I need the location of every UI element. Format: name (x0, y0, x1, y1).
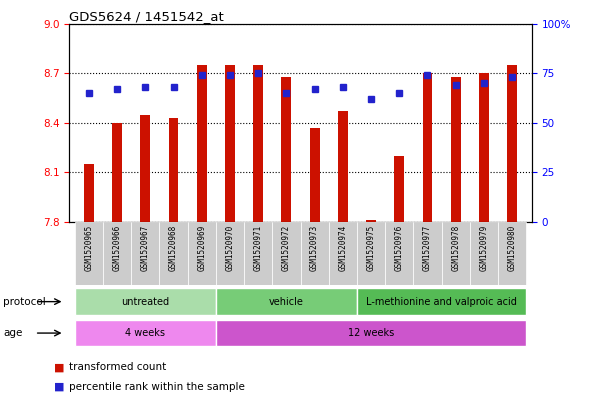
Bar (357, 222, 385, 285)
Bar (131, 222, 159, 285)
Bar (75, 222, 103, 285)
Text: GSM1520980: GSM1520980 (508, 225, 517, 272)
Bar (329, 222, 357, 285)
Bar (75, 320, 216, 346)
Bar (470, 222, 498, 285)
Bar (244, 222, 272, 285)
Text: GSM1520970: GSM1520970 (225, 225, 234, 272)
Text: GSM1520974: GSM1520974 (338, 225, 347, 272)
Bar (507, 65, 517, 222)
Text: GSM1520967: GSM1520967 (141, 225, 150, 272)
Text: GSM1520975: GSM1520975 (367, 225, 376, 272)
Bar (84, 164, 94, 222)
Bar (310, 128, 320, 222)
Text: GSM1520976: GSM1520976 (395, 225, 404, 272)
Text: vehicle: vehicle (269, 297, 304, 307)
Text: untreated: untreated (121, 297, 169, 307)
Text: GDS5624 / 1451542_at: GDS5624 / 1451542_at (69, 10, 224, 23)
Bar (451, 77, 460, 222)
Text: GSM1520979: GSM1520979 (480, 225, 489, 272)
Text: GSM1520972: GSM1520972 (282, 225, 291, 272)
Bar (423, 73, 432, 222)
Bar (413, 222, 442, 285)
Bar (338, 111, 348, 222)
Bar (272, 222, 300, 285)
Text: transformed count: transformed count (69, 362, 166, 373)
Text: GSM1520971: GSM1520971 (254, 225, 263, 272)
Text: GSM1520969: GSM1520969 (197, 225, 206, 272)
Bar (442, 222, 470, 285)
Bar (281, 77, 291, 222)
Bar (141, 114, 150, 222)
Bar (188, 222, 216, 285)
Text: L-methionine and valproic acid: L-methionine and valproic acid (366, 297, 517, 307)
Bar (385, 222, 413, 285)
Text: 12 weeks: 12 weeks (348, 328, 394, 338)
Bar (366, 220, 376, 222)
Text: GSM1520978: GSM1520978 (451, 225, 460, 272)
Text: GSM1520968: GSM1520968 (169, 225, 178, 272)
Text: age: age (3, 328, 22, 338)
Bar (159, 222, 188, 285)
Bar (197, 65, 207, 222)
Bar (216, 222, 244, 285)
Bar (300, 222, 329, 285)
Text: ■: ■ (54, 382, 64, 392)
Text: GSM1520973: GSM1520973 (310, 225, 319, 272)
Bar (253, 65, 263, 222)
Bar (112, 123, 122, 222)
Bar (479, 73, 489, 222)
Text: percentile rank within the sample: percentile rank within the sample (69, 382, 245, 392)
Bar (75, 288, 216, 315)
Text: GSM1520965: GSM1520965 (84, 225, 93, 272)
Bar (394, 156, 404, 222)
Bar (216, 288, 357, 315)
Text: ■: ■ (54, 362, 64, 373)
Bar (225, 65, 235, 222)
Bar (498, 222, 526, 285)
Text: GSM1520966: GSM1520966 (112, 225, 121, 272)
Text: GSM1520977: GSM1520977 (423, 225, 432, 272)
Bar (216, 320, 526, 346)
Bar (103, 222, 131, 285)
Text: protocol: protocol (3, 297, 46, 307)
Bar (169, 118, 178, 222)
Text: 4 weeks: 4 weeks (125, 328, 165, 338)
Bar (357, 288, 526, 315)
